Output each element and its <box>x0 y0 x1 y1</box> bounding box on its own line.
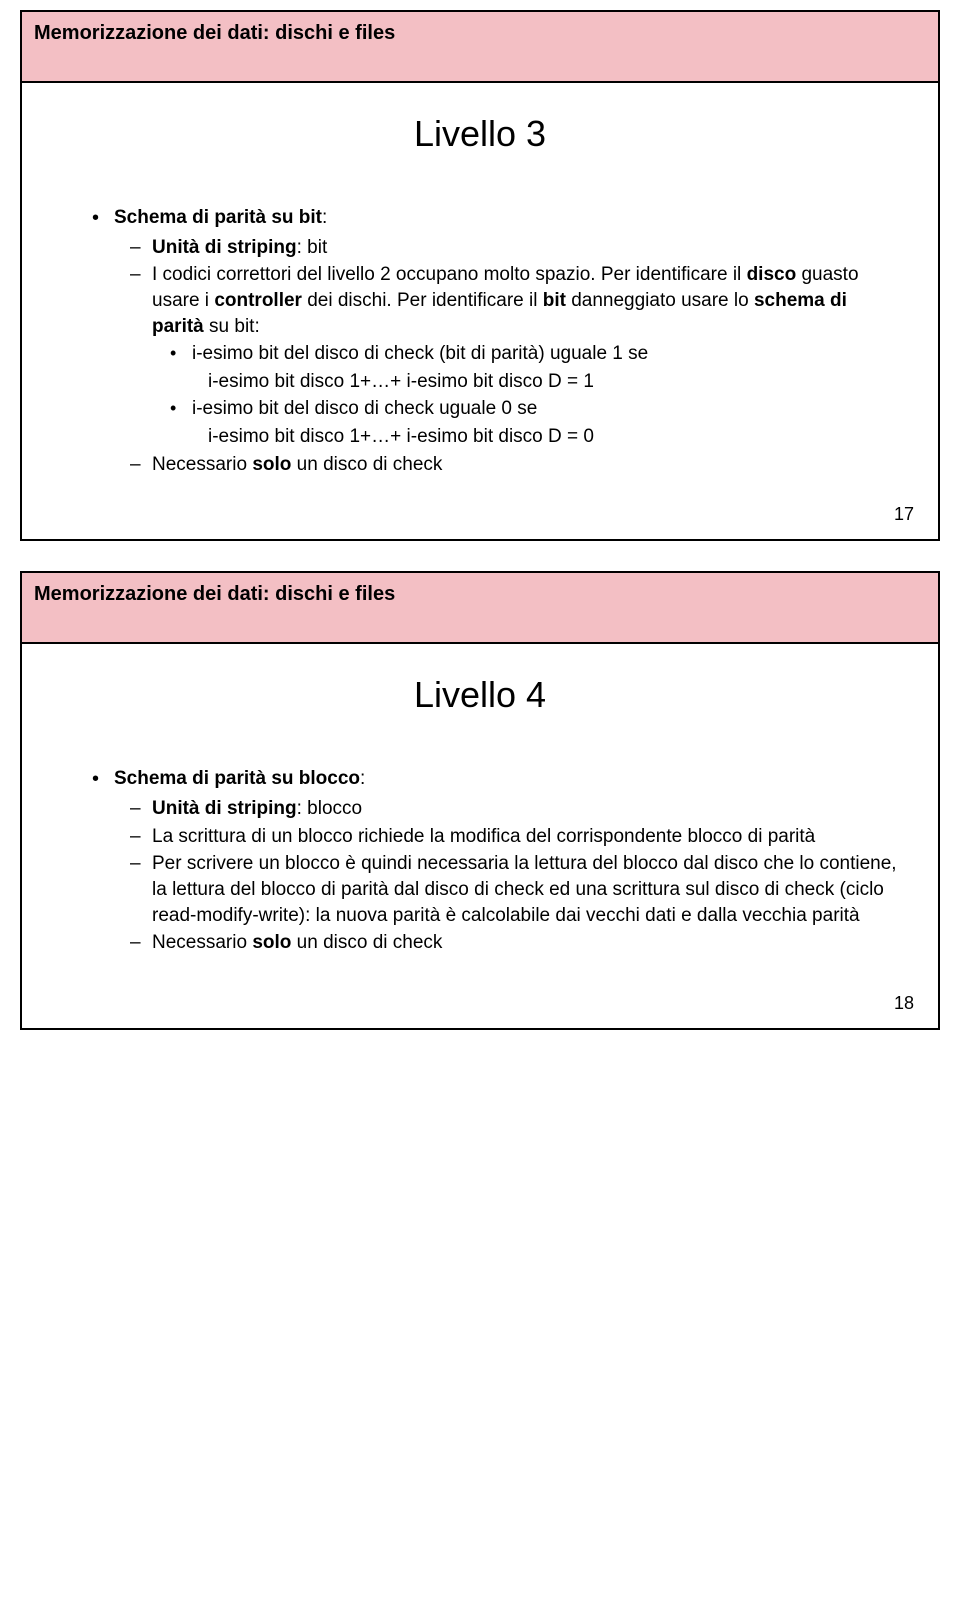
text-bold: solo <box>252 454 291 475</box>
slide-livello-3: Memorizzazione dei dati: dischi e files … <box>20 10 940 541</box>
bullet-l3: i-esimo bit del disco di check uguale 0 … <box>170 396 898 422</box>
text-bold: bit <box>543 290 566 311</box>
slide-header-text: Memorizzazione dei dati: dischi e files <box>34 583 395 605</box>
text: i-esimo bit disco 1+…+ i-esimo bit disco… <box>208 371 594 392</box>
bullet-l1: Schema di parità su bit: <box>92 205 898 231</box>
text-bold: Schema di parità su blocco <box>114 768 360 789</box>
text-bold: disco <box>747 264 797 285</box>
slide-body: Livello 3 Schema di parità su bit: Unità… <box>22 83 938 539</box>
bullet-l3: i-esimo bit del disco di check (bit di p… <box>170 341 898 367</box>
text: i-esimo bit disco 1+…+ i-esimo bit disco… <box>208 426 594 447</box>
text: : bit <box>297 237 328 258</box>
slide-content: Schema di parità su blocco: Unità di str… <box>62 766 898 955</box>
text-bold: Unità di striping <box>152 798 297 819</box>
text: : <box>360 768 365 789</box>
slide-header: Memorizzazione dei dati: dischi e files <box>22 573 938 644</box>
text: : blocco <box>297 798 362 819</box>
text-bold: Unità di striping <box>152 237 297 258</box>
slide-title: Livello 4 <box>62 674 898 716</box>
bullet-l2: Unità di striping: bit <box>130 235 898 261</box>
text: I codici correttori del livello 2 occupa… <box>152 264 747 285</box>
text-l4: i-esimo bit disco 1+…+ i-esimo bit disco… <box>208 424 898 450</box>
bullet-l2: Necessario solo un disco di check <box>130 930 898 956</box>
bullet-l2: Unità di striping: blocco <box>130 796 898 822</box>
text: un disco di check <box>291 454 442 475</box>
text: Necessario <box>152 454 252 475</box>
slide-livello-4: Memorizzazione dei dati: dischi e files … <box>20 571 940 1029</box>
bullet-l2: I codici correttori del livello 2 occupa… <box>130 262 898 339</box>
text: Necessario <box>152 932 252 953</box>
page-number: 17 <box>894 504 914 525</box>
bullet-l2: La scrittura di un blocco richiede la mo… <box>130 824 898 850</box>
text: i-esimo bit del disco di check (bit di p… <box>192 343 648 364</box>
slide-header-text: Memorizzazione dei dati: dischi e files <box>34 22 395 44</box>
text: un disco di check <box>291 932 442 953</box>
slide-header: Memorizzazione dei dati: dischi e files <box>22 12 938 83</box>
bullet-l2: Necessario solo un disco di check <box>130 452 898 478</box>
text-l4: i-esimo bit disco 1+…+ i-esimo bit disco… <box>208 369 898 395</box>
text: i-esimo bit del disco di check uguale 0 … <box>192 398 537 419</box>
page-number: 18 <box>894 993 914 1014</box>
slide-body: Livello 4 Schema di parità su blocco: Un… <box>22 644 938 1027</box>
text-bold: controller <box>214 290 302 311</box>
slide-title: Livello 3 <box>62 113 898 155</box>
text-bold: solo <box>252 932 291 953</box>
bullet-l2: Per scrivere un blocco è quindi necessar… <box>130 851 898 928</box>
text: dei dischi. Per identificare il <box>302 290 543 311</box>
slide-content: Schema di parità su bit: Unità di stripi… <box>62 205 898 477</box>
text: su bit: <box>204 316 260 337</box>
text: : <box>322 207 327 228</box>
bullet-l1: Schema di parità su blocco: <box>92 766 898 792</box>
text-bold: Schema di parità su bit <box>114 207 322 228</box>
text: Per scrivere un blocco è quindi necessar… <box>152 853 897 925</box>
text: La scrittura di un blocco richiede la mo… <box>152 826 815 847</box>
text: danneggiato usare lo <box>566 290 754 311</box>
